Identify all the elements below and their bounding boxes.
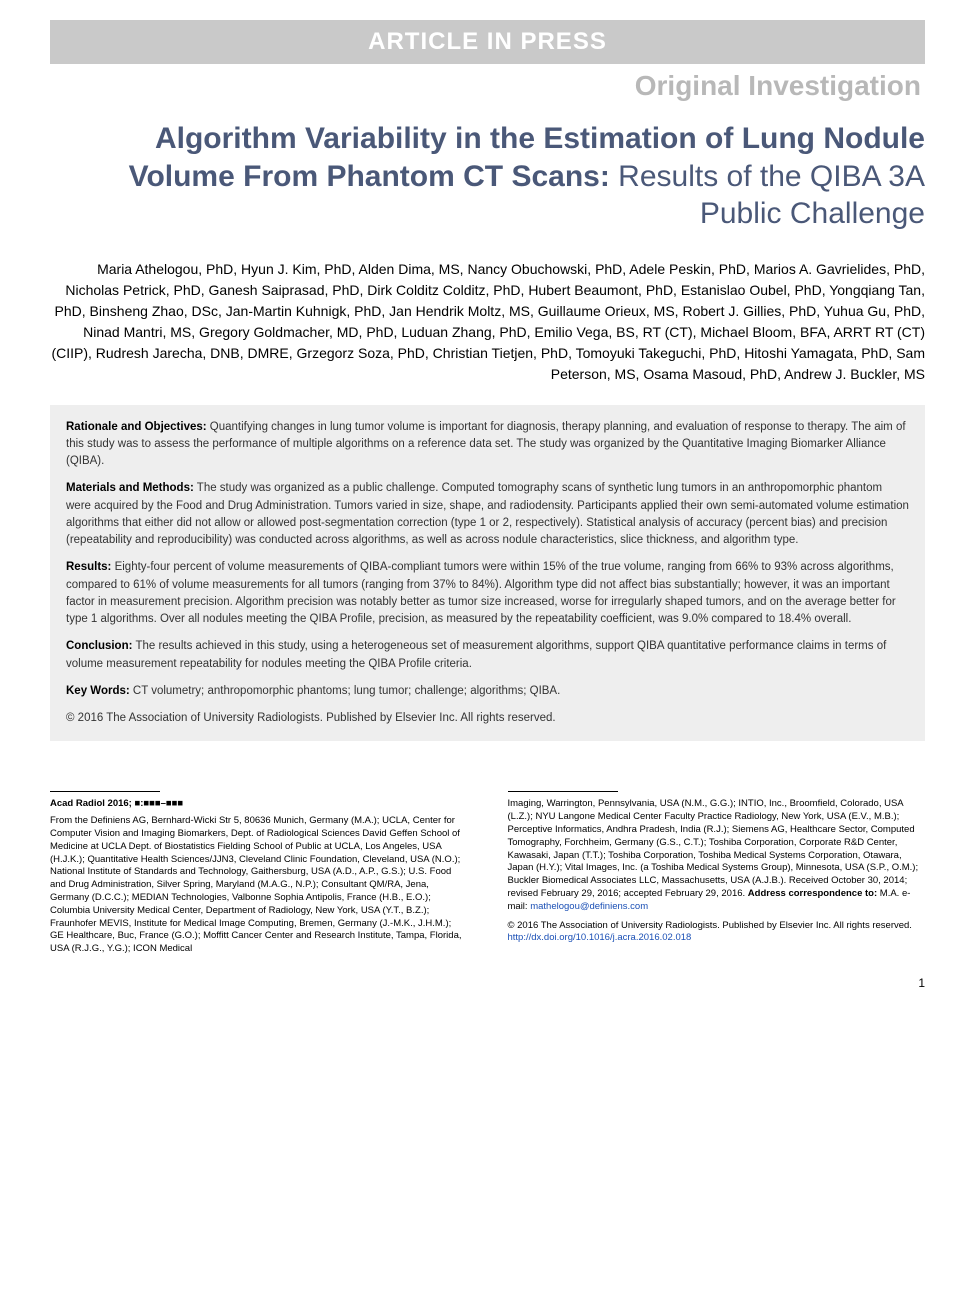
footer-affiliations: Acad Radiol 2016; ■:■■■–■■■ From the Def… [50,791,925,956]
abstract-results: Results: Eighty-four percent of volume m… [66,559,909,628]
correspondence-email[interactable]: mathelogou@definiens.com [530,901,648,912]
title-regular-part: Results of the QIBA 3A Public Challenge [610,160,925,231]
results-heading: Results: [66,561,111,573]
page-container: ARTICLE IN PRESS Original Investigation … [0,0,975,1020]
correspondence-label: Address correspondence to: [748,888,877,899]
article-title: Algorithm Variability in the Estimation … [50,120,925,233]
footnote-rule [50,791,160,792]
citation-line: Acad Radiol 2016; ■:■■■–■■■ [50,798,468,811]
footnote-rule-right [508,791,618,792]
section-label: Original Investigation [50,70,925,102]
footer-col-right: Imaging, Warrington, Pennsylvania, USA (… [508,791,926,956]
affiliations-left: From the Definiens AG, Bernhard-Wicki St… [50,815,468,956]
affil-right-text: Imaging, Warrington, Pennsylvania, USA (… [508,798,919,899]
abstract-keywords: Key Words: CT volumetry; anthropomorphic… [66,683,909,700]
methods-heading: Materials and Methods: [66,482,194,494]
abstract-rationale: Rationale and Objectives: Quantifying ch… [66,419,909,471]
affiliations-right: Imaging, Warrington, Pennsylvania, USA (… [508,798,926,913]
results-text: Eighty-four percent of volume measuremen… [66,561,896,625]
footer-copyright: © 2016 The Association of University Rad… [508,920,926,933]
author-list: Maria Athelogou, PhD, Hyun J. Kim, PhD, … [50,259,925,385]
abstract-conclusion: Conclusion: The results achieved in this… [66,638,909,673]
rationale-heading: Rationale and Objectives: [66,421,207,433]
keywords-heading: Key Words: [66,685,130,697]
abstract-copyright: © 2016 The Association of University Rad… [66,710,909,727]
abstract-methods: Materials and Methods: The study was org… [66,480,909,549]
abstract-box: Rationale and Objectives: Quantifying ch… [50,405,925,742]
conclusion-heading: Conclusion: [66,640,132,652]
doi-link[interactable]: http://dx.doi.org/10.1016/j.acra.2016.02… [508,932,926,945]
article-status-banner: ARTICLE IN PRESS [50,20,925,64]
keywords-text: CT volumetry; anthropomorphic phantoms; … [130,685,561,697]
footer-col-left: Acad Radiol 2016; ■:■■■–■■■ From the Def… [50,791,468,956]
page-number: 1 [50,976,925,990]
conclusion-text: The results achieved in this study, usin… [66,640,886,669]
